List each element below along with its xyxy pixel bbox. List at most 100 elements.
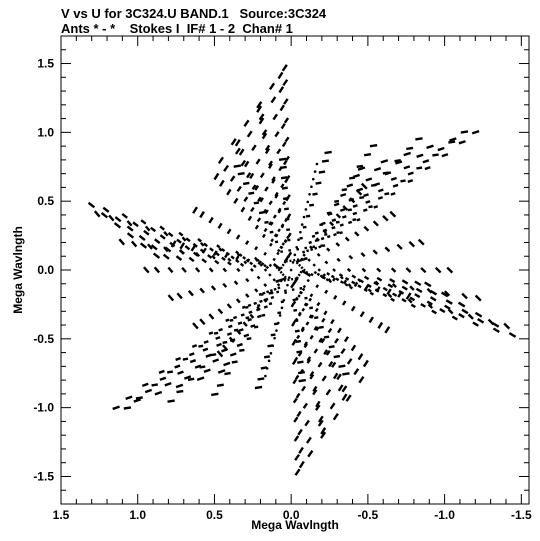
uv-point: [277, 207, 282, 212]
uv-point: [349, 285, 354, 290]
uv-point: [346, 358, 353, 365]
uv-point: [375, 286, 381, 293]
uv-point: [254, 385, 263, 390]
y-tick-label: -0.5: [33, 332, 54, 346]
uv-point: [333, 295, 338, 300]
uv-point: [194, 364, 202, 369]
uv-point: [269, 288, 273, 293]
uv-point: [242, 321, 248, 327]
uv-point: [373, 281, 379, 286]
uv-point: [320, 427, 327, 435]
uv-point: [354, 231, 360, 237]
uv-point: [113, 222, 122, 229]
uv-point: [263, 283, 268, 288]
uv-point: [394, 159, 401, 163]
uv-point: [360, 182, 368, 190]
uv-point: [373, 182, 381, 187]
uv-point: [133, 398, 142, 403]
uv-point: [268, 160, 274, 167]
uv-point: [293, 253, 297, 257]
uv-point: [282, 298, 286, 302]
uv-point: [187, 290, 194, 297]
uv-point: [316, 252, 321, 257]
uv-point: [244, 240, 250, 245]
uv-point: [253, 325, 259, 329]
uv-point: [288, 232, 292, 236]
uv-point: [211, 392, 219, 397]
uv-point: [342, 372, 350, 376]
y-tick-label: 1.0: [37, 125, 54, 139]
uv-point: [297, 259, 301, 263]
uv-point: [415, 137, 423, 141]
uv-point: [321, 375, 327, 382]
uv-point: [305, 257, 308, 260]
uv-point: [296, 350, 303, 354]
uv-point: [164, 381, 172, 387]
uv-point: [212, 358, 220, 363]
uv-point: [346, 267, 352, 273]
uv-point: [281, 64, 288, 72]
uv-point: [326, 272, 331, 276]
uv-point: [218, 327, 223, 332]
uv-point: [332, 413, 339, 421]
uv-point: [235, 259, 240, 264]
uv-point: [390, 267, 397, 273]
uv-point: [306, 249, 310, 253]
uv-point: [247, 303, 252, 307]
uv-point: [126, 232, 135, 239]
uv-point: [151, 383, 158, 387]
uv-point: [190, 244, 196, 252]
uv-point: [298, 378, 306, 383]
uv-point: [337, 327, 342, 334]
uv-point: [299, 270, 303, 274]
uv-point: [451, 315, 458, 321]
uv-point: [350, 305, 356, 312]
uv-point: [310, 314, 315, 319]
uv-point: [277, 279, 280, 283]
uv-point: [112, 405, 120, 411]
uv-point: [226, 228, 232, 235]
uv-point: [309, 334, 314, 340]
uv-point: [335, 220, 340, 224]
uv-point: [429, 296, 437, 302]
uv-point: [289, 268, 293, 272]
uv-point: [268, 273, 272, 277]
uv-point: [310, 185, 313, 189]
uv-point: [327, 212, 333, 216]
uv-point: [235, 298, 241, 304]
uv-point: [325, 388, 332, 396]
uv-point: [284, 178, 289, 184]
uv-point: [269, 221, 274, 226]
uv-point: [210, 285, 217, 291]
uv-point: [283, 207, 289, 211]
uv-point: [414, 293, 421, 299]
uv-point: [280, 223, 285, 228]
uv-point: [167, 294, 175, 302]
uv-point: [405, 292, 412, 300]
uv-point: [427, 303, 434, 309]
uv-point: [282, 277, 285, 281]
uv-point: [198, 344, 204, 348]
uv-point: [356, 218, 361, 222]
uv-point: [183, 375, 192, 380]
uv-point: [315, 400, 321, 408]
uv-point: [271, 178, 276, 184]
uv-point: [276, 251, 280, 256]
uv-point: [230, 138, 237, 146]
uv-point: [474, 294, 482, 302]
uv-point: [441, 153, 449, 158]
uv-point: [216, 383, 224, 387]
uv-point: [252, 264, 257, 269]
uv-point: [416, 153, 424, 158]
uv-point: [199, 318, 206, 326]
uv-point: [278, 314, 282, 317]
uv-point: [256, 217, 262, 223]
uv-point: [247, 318, 252, 322]
uv-point: [324, 260, 329, 265]
x-axis-title: Mega Wavlngth: [251, 518, 339, 532]
uv-point: [301, 287, 306, 292]
uv-point: [279, 104, 285, 112]
uv-point: [414, 280, 422, 287]
uv-point: [320, 431, 327, 439]
uv-point: [365, 200, 371, 204]
